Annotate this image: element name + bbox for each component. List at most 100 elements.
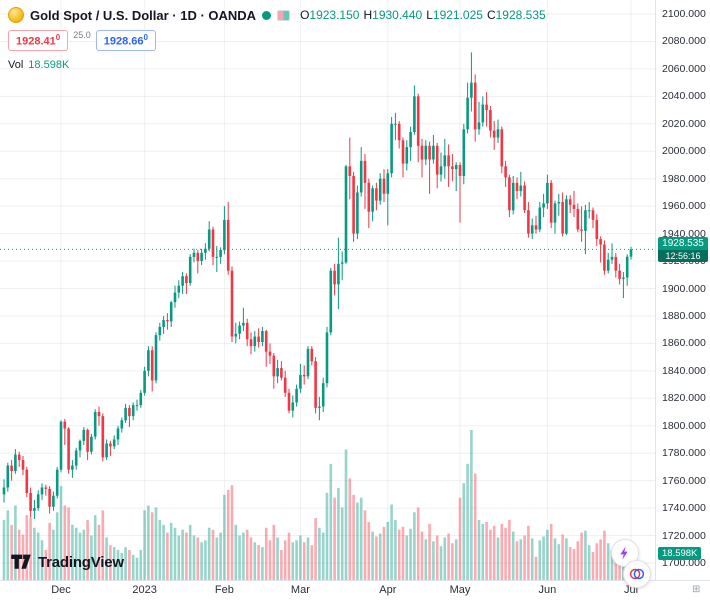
candle[interactable] — [310, 346, 314, 366]
candle[interactable] — [306, 346, 310, 380]
candle[interactable] — [519, 171, 523, 197]
candle[interactable] — [55, 466, 59, 499]
candle[interactable] — [629, 246, 633, 260]
tradingview-logo[interactable]: TradingView — [10, 551, 124, 573]
candle[interactable] — [36, 490, 40, 511]
candle[interactable] — [614, 252, 618, 278]
candle[interactable] — [443, 138, 447, 179]
candle[interactable] — [466, 82, 469, 134]
candle[interactable] — [162, 315, 165, 334]
candle[interactable] — [299, 363, 302, 393]
candle[interactable] — [59, 420, 63, 473]
candle[interactable] — [363, 153, 367, 209]
candle[interactable] — [337, 237, 340, 310]
candle[interactable] — [352, 171, 355, 242]
candle[interactable] — [386, 169, 390, 226]
candle[interactable] — [329, 267, 333, 336]
candle[interactable] — [33, 499, 36, 520]
candle[interactable] — [572, 191, 576, 218]
candle[interactable] — [435, 143, 439, 189]
candle[interactable] — [200, 248, 203, 266]
candle[interactable] — [470, 52, 473, 112]
candle[interactable] — [219, 247, 222, 264]
candle[interactable] — [515, 177, 519, 200]
candle[interactable] — [238, 321, 241, 340]
candle[interactable] — [587, 202, 591, 219]
candle[interactable] — [447, 144, 450, 187]
candle[interactable] — [568, 195, 572, 214]
candle[interactable] — [462, 123, 466, 185]
candle[interactable] — [409, 126, 412, 161]
candle[interactable] — [432, 134, 435, 164]
candle[interactable] — [147, 346, 150, 377]
candle[interactable] — [527, 202, 530, 238]
candle[interactable] — [74, 447, 78, 470]
candle[interactable] — [295, 384, 298, 407]
candle[interactable] — [150, 346, 154, 392]
candle[interactable] — [405, 140, 409, 171]
candle[interactable] — [196, 250, 200, 274]
candle[interactable] — [181, 272, 184, 294]
candle[interactable] — [485, 92, 488, 127]
candle[interactable] — [382, 169, 386, 203]
candle[interactable] — [356, 185, 359, 240]
candle[interactable] — [169, 300, 173, 327]
candlestick-chart[interactable] — [0, 0, 655, 580]
sell-button[interactable]: 1928.410 — [8, 30, 69, 51]
candle[interactable] — [223, 206, 226, 255]
candle[interactable] — [424, 140, 428, 165]
candle[interactable] — [584, 204, 587, 255]
flag-icon[interactable] — [277, 9, 291, 21]
candle[interactable] — [420, 138, 424, 178]
candle[interactable] — [215, 245, 219, 273]
candle[interactable] — [82, 427, 86, 445]
candle[interactable] — [185, 273, 188, 294]
candle[interactable] — [78, 439, 82, 458]
candle[interactable] — [565, 195, 568, 235]
candle[interactable] — [101, 413, 105, 462]
candle[interactable] — [534, 215, 538, 234]
candle[interactable] — [538, 202, 542, 233]
candle[interactable] — [257, 328, 260, 348]
candle[interactable] — [234, 322, 238, 344]
candle[interactable] — [67, 427, 70, 474]
candle[interactable] — [359, 147, 363, 197]
candle[interactable] — [280, 361, 283, 381]
candle[interactable] — [348, 137, 352, 200]
candle[interactable] — [481, 96, 485, 127]
candle[interactable] — [606, 252, 610, 274]
candle[interactable] — [508, 174, 511, 218]
candle[interactable] — [557, 193, 561, 216]
candle[interactable] — [135, 399, 139, 411]
candle[interactable] — [291, 395, 295, 418]
candle[interactable] — [477, 101, 481, 135]
candle[interactable] — [283, 370, 287, 397]
candle[interactable] — [302, 365, 306, 385]
candle[interactable] — [48, 486, 51, 514]
candle[interactable] — [173, 285, 177, 308]
candle[interactable] — [580, 206, 583, 242]
candle[interactable] — [124, 403, 127, 424]
candle[interactable] — [52, 491, 55, 511]
candle[interactable] — [268, 343, 272, 364]
candle[interactable] — [120, 417, 124, 433]
candle[interactable] — [40, 483, 44, 500]
candle[interactable] — [542, 193, 545, 218]
candle[interactable] — [112, 435, 116, 450]
candle[interactable] — [287, 388, 291, 414]
candle[interactable] — [90, 433, 93, 455]
candle[interactable] — [109, 440, 112, 456]
candle[interactable] — [131, 402, 135, 421]
candle[interactable] — [439, 152, 443, 182]
candle[interactable] — [492, 121, 496, 150]
candle[interactable] — [21, 455, 25, 476]
candle[interactable] — [458, 162, 462, 223]
symbol-title[interactable]: Gold Spot / U.S. Dollar · 1D · OANDA — [30, 7, 257, 23]
candle[interactable] — [188, 254, 192, 286]
candle[interactable] — [249, 332, 253, 355]
candle[interactable] — [6, 462, 10, 492]
candle[interactable] — [549, 180, 553, 229]
candle[interactable] — [603, 240, 606, 275]
candle[interactable] — [511, 175, 515, 215]
candle[interactable] — [44, 484, 48, 496]
